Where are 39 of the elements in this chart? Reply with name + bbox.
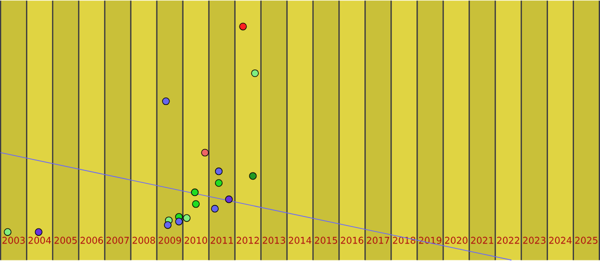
- point: [192, 200, 200, 208]
- point: [34, 228, 42, 236]
- x-tick-label: 2012: [236, 236, 259, 244]
- x-tick-label: 2004: [28, 236, 51, 244]
- x-tick-label: 2023: [523, 236, 546, 244]
- x-tick-label: 2008: [132, 236, 155, 244]
- x-tick-label: 2025: [575, 236, 598, 244]
- x-tick-label: 2011: [210, 236, 233, 244]
- point: [201, 149, 209, 157]
- x-tick-label: 2014: [288, 236, 312, 244]
- x-tick-label: 2005: [54, 236, 77, 244]
- point: [162, 98, 170, 106]
- point: [175, 218, 183, 226]
- point: [249, 172, 257, 180]
- x-tick-label: 2017: [366, 236, 390, 244]
- x-tick-label: 2021: [471, 236, 494, 244]
- point: [225, 196, 233, 204]
- point: [164, 221, 172, 229]
- point: [182, 214, 191, 222]
- x-tick-label: 2006: [80, 236, 103, 244]
- x-tick-label: 2019: [419, 236, 442, 244]
- x-tick-label: 2020: [445, 236, 468, 244]
- x-tick-label: 2015: [314, 236, 338, 244]
- x-tick-label: 2009: [158, 236, 182, 244]
- x-tick-label: 2013: [262, 236, 286, 244]
- x-tick-label: 2003: [2, 236, 25, 244]
- x-tick-label: 2018: [392, 236, 416, 244]
- point: [191, 188, 199, 196]
- point: [251, 70, 259, 78]
- x-tick-label: 2010: [184, 236, 208, 244]
- x-tick-label: 2016: [340, 236, 364, 244]
- point: [4, 228, 12, 236]
- x-tick-label: 2024: [549, 236, 572, 244]
- point: [214, 168, 223, 176]
- point: [214, 179, 223, 187]
- x-tick-label: 2007: [106, 236, 129, 244]
- x-tick-label: 2022: [497, 236, 520, 244]
- point: [239, 22, 247, 30]
- point: [211, 205, 219, 213]
